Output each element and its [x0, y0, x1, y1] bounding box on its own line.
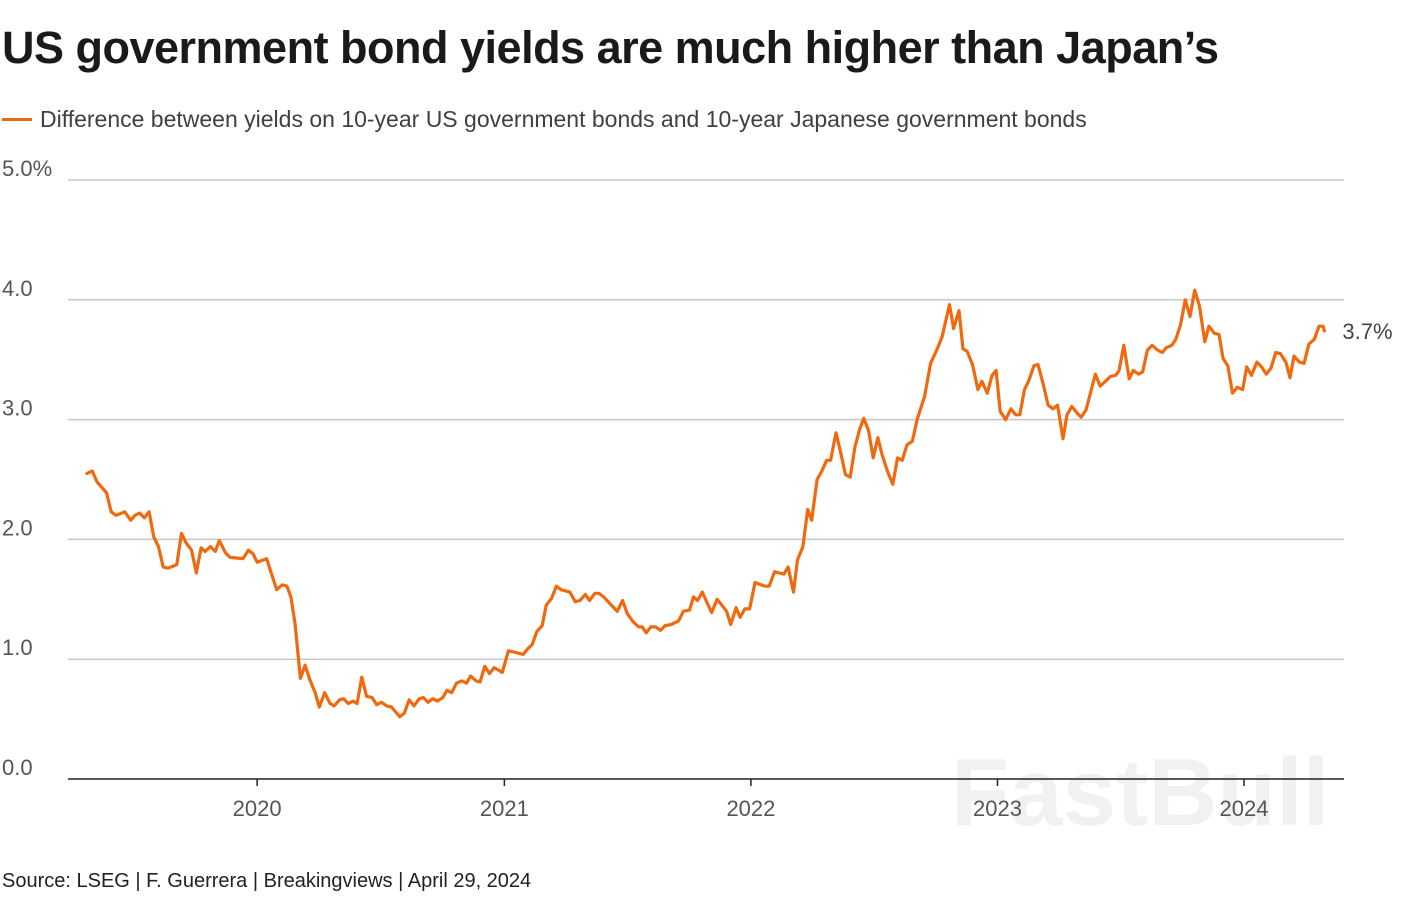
- legend-label: Difference between yields on 10-year US …: [40, 106, 1087, 132]
- series-line: [85, 288, 1326, 719]
- watermark-text: FastBull: [951, 739, 1330, 846]
- x-tick-label: 2020: [233, 796, 282, 821]
- x-tick-label: 2023: [973, 796, 1022, 821]
- x-tick-label: 2024: [1220, 796, 1269, 821]
- chart-title: US government bond yields are much highe…: [2, 22, 1219, 73]
- y-tick-label: 4.0: [2, 276, 33, 301]
- x-tick-label: 2022: [726, 796, 775, 821]
- y-tick-label: 3.0: [2, 396, 33, 421]
- legend-swatch: [2, 118, 32, 121]
- source-note: Source: LSEG | F. Guerrera | Breakingvie…: [2, 870, 532, 892]
- y-tick-label: 5.0%: [2, 156, 52, 181]
- end-value-label: 3.7%: [1342, 319, 1392, 344]
- y-tick-label: 2.0: [2, 515, 33, 540]
- legend: Difference between yields on 10-year US …: [2, 106, 1087, 133]
- y-tick-label: 1.0: [2, 635, 33, 660]
- x-tick-label: 2021: [480, 796, 529, 821]
- y-tick-label: 0.0: [2, 755, 33, 780]
